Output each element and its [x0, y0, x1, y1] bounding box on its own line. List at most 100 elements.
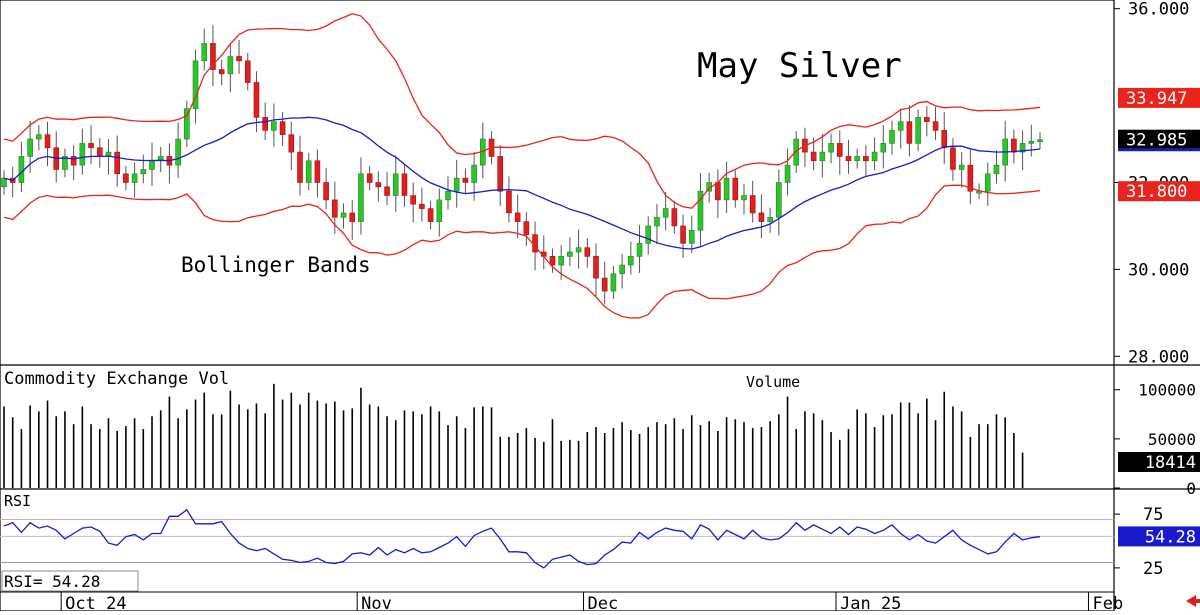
candle-down	[941, 130, 948, 149]
candle-up	[62, 156, 68, 170]
candle-down	[549, 256, 556, 266]
candle-up	[1028, 140, 1035, 144]
candle-up	[27, 138, 33, 157]
candle-up	[140, 169, 147, 175]
candle-down	[497, 156, 504, 192]
candle-down	[114, 151, 120, 175]
candle-down	[836, 143, 843, 157]
candle-down	[680, 225, 686, 244]
candle-down	[297, 151, 303, 183]
candle-up	[741, 195, 747, 201]
candle-down	[262, 117, 268, 131]
candle-down	[96, 147, 103, 157]
rsi-panel-label: RSI	[4, 492, 31, 510]
candle-down	[732, 177, 739, 201]
candle-up	[358, 173, 364, 222]
candle-down	[288, 134, 295, 153]
x-tick-label: Jan 25	[840, 594, 901, 611]
candle-up	[340, 212, 347, 218]
candle-up	[819, 151, 826, 162]
candle-down	[427, 208, 434, 222]
candle-up	[984, 173, 991, 192]
candle-down	[906, 121, 913, 144]
price-tick-label: 36.000	[1128, 0, 1189, 20]
candle-down	[715, 182, 721, 201]
candle-down	[967, 164, 974, 192]
candle-down	[236, 56, 242, 62]
chart-title: May Silver	[697, 46, 902, 86]
rsi-readout-box	[1, 570, 139, 592]
volume-tick-label: 0	[1186, 479, 1196, 498]
candle-down	[410, 195, 416, 205]
candle-down	[932, 121, 939, 131]
candle-up	[889, 130, 895, 144]
candle-up	[79, 143, 86, 166]
candle-up	[662, 208, 669, 218]
candle-down	[44, 134, 51, 149]
candle-down	[323, 182, 329, 201]
candle-down	[523, 221, 530, 235]
candle-up	[793, 138, 800, 166]
candle-down	[88, 143, 94, 149]
candle-down	[462, 177, 469, 183]
candle-up	[1037, 139, 1043, 142]
candle-up	[175, 138, 181, 166]
candle-up	[871, 151, 878, 162]
volume-tick-label: 50000	[1148, 430, 1196, 449]
rsi-tick-label: 75	[1143, 505, 1163, 525]
candle-down	[749, 195, 756, 214]
bollinger-annotation: Bollinger Bands	[181, 253, 371, 277]
candle-up	[131, 173, 138, 183]
x-tick-label: Oct 24	[65, 594, 126, 611]
candle-down	[584, 247, 591, 257]
candle-up	[610, 273, 617, 292]
candle-up	[227, 56, 234, 75]
volume-last-box	[1118, 452, 1200, 472]
candle-up	[993, 164, 1000, 175]
last-price-marker-box	[1118, 129, 1200, 150]
candle-up	[854, 156, 860, 162]
candle-down	[1011, 138, 1017, 153]
candle-up	[149, 160, 155, 170]
candle-up	[192, 60, 199, 109]
candle-down	[601, 277, 608, 292]
candle-down	[123, 173, 129, 183]
candle-down	[758, 212, 765, 222]
candle-up	[575, 247, 582, 253]
lower-band-marker-label: 31.800	[1126, 182, 1187, 202]
candle-up	[392, 173, 399, 196]
candle-up	[567, 251, 573, 257]
candle-down	[279, 121, 286, 136]
lower-bollinger-band	[3, 184, 1041, 319]
rsi-line	[3, 508, 1041, 569]
upper-band-marker-label: 33.947	[1126, 89, 1187, 109]
candle-up	[828, 143, 834, 153]
price-tick-label: 28.000	[1128, 347, 1189, 367]
moving-average-line	[3, 116, 1041, 250]
candle-up	[36, 134, 42, 140]
candle-down	[253, 82, 260, 118]
candle-down	[924, 117, 930, 122]
candle-up	[18, 156, 25, 183]
candle-up	[697, 190, 704, 231]
scroll-arrow-icon	[1186, 595, 1200, 607]
upper-band-marker-box	[1118, 87, 1200, 108]
candle-up	[784, 164, 791, 183]
candle-up	[897, 121, 904, 131]
candle-down	[210, 43, 216, 70]
candle-down	[845, 156, 852, 162]
volume-center-label: Volume	[746, 373, 800, 391]
candle-up	[688, 229, 695, 244]
candle-down	[332, 199, 338, 218]
rsi-tick-label: 25	[1143, 559, 1163, 579]
candle-down	[375, 182, 382, 188]
x-tick-label: Dec	[588, 594, 619, 611]
candle-up	[645, 225, 652, 244]
candle-up	[436, 199, 443, 222]
candle-down	[810, 151, 817, 162]
candle-up	[558, 256, 564, 266]
candle-up	[767, 216, 773, 222]
rsi-last-label: 54.28	[1145, 527, 1196, 547]
